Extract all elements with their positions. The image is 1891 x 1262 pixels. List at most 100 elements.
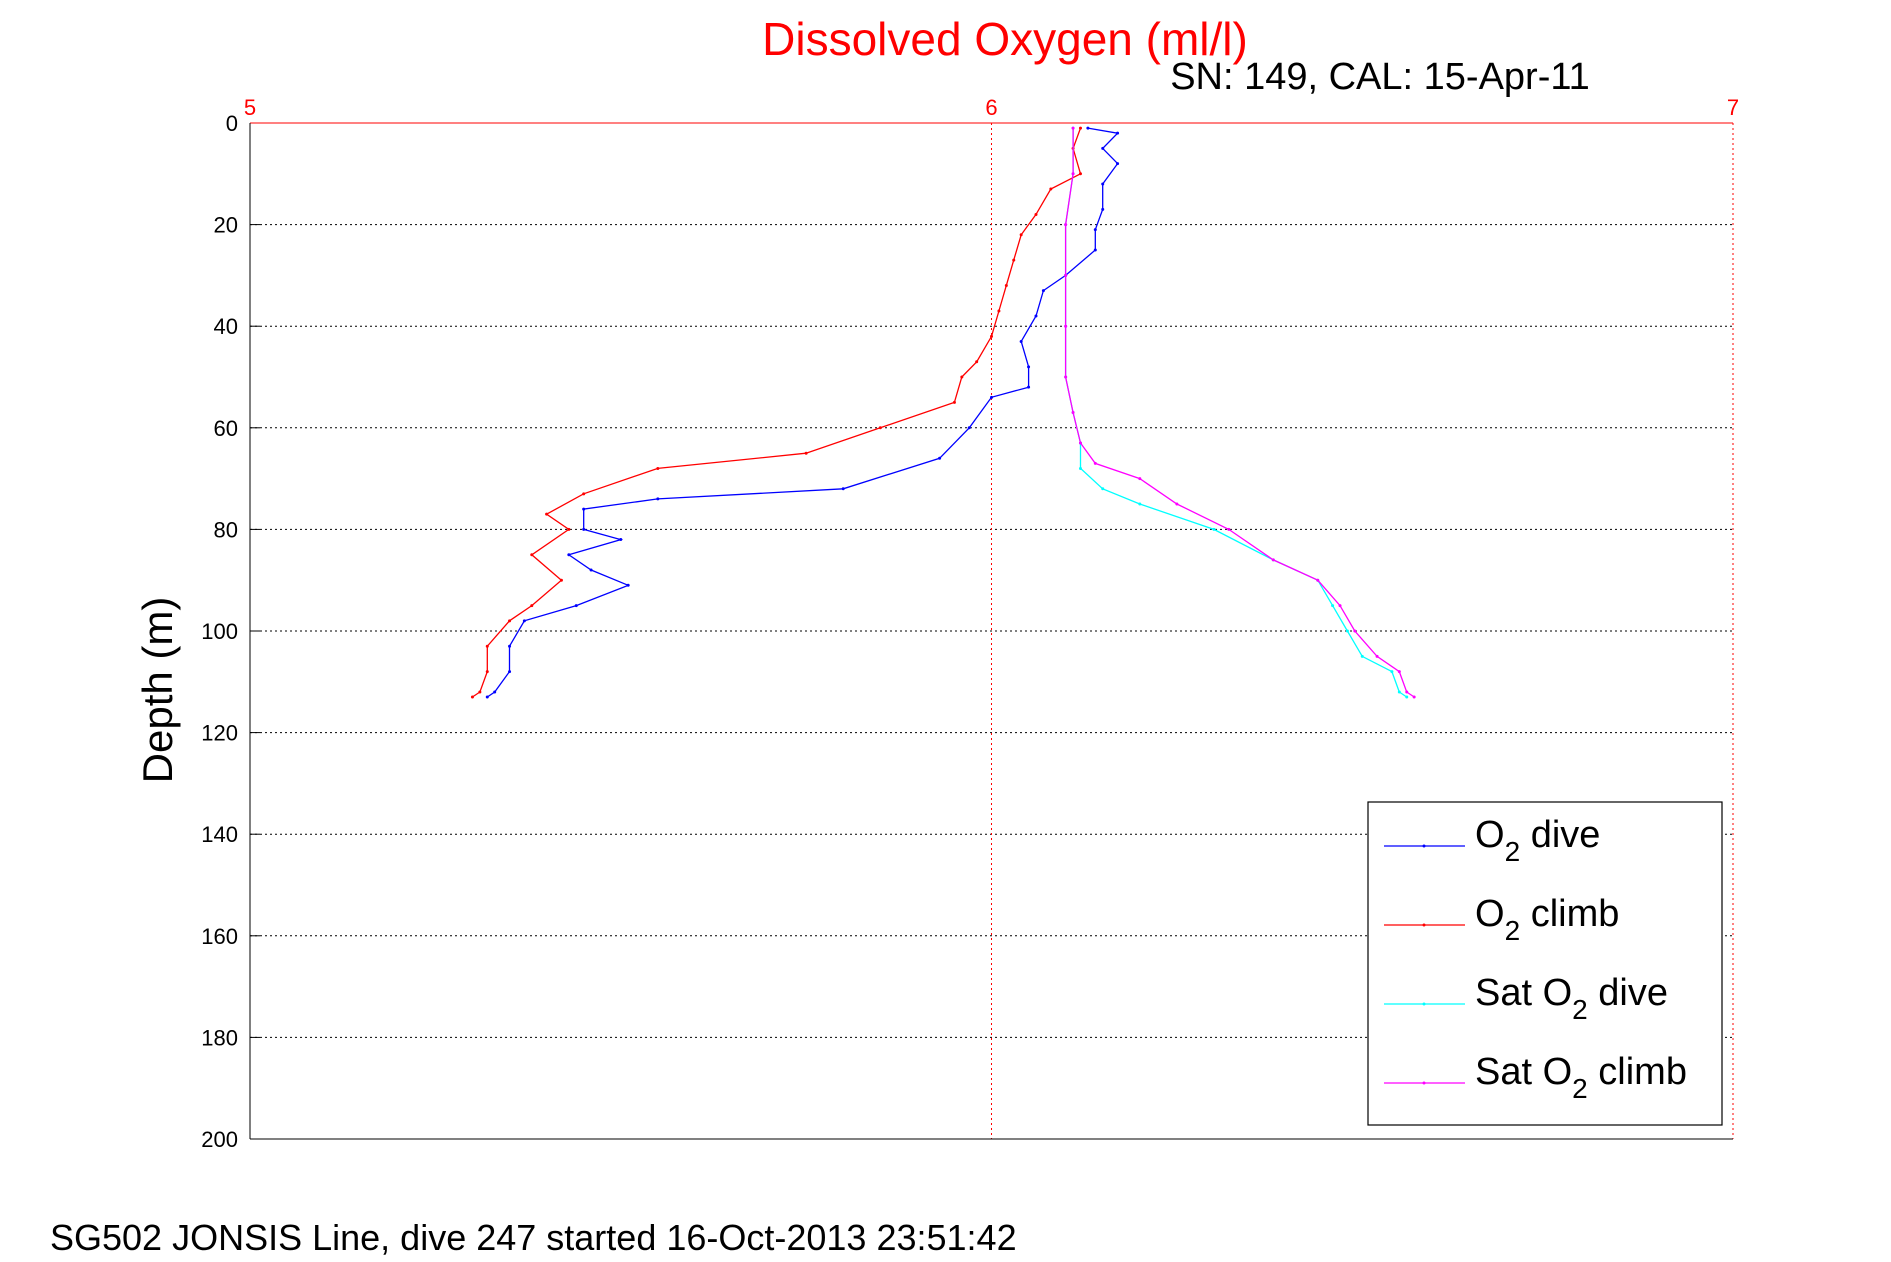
- data-point-3: [1397, 670, 1401, 674]
- data-point-1: [478, 690, 482, 694]
- data-point-0: [619, 538, 623, 542]
- data-point-0: [656, 497, 660, 501]
- y-tick-label: 180: [201, 1025, 238, 1050]
- data-point-0: [574, 604, 578, 608]
- data-point-1: [508, 619, 512, 623]
- data-point-0: [1101, 182, 1105, 186]
- data-point-2: [1405, 695, 1409, 699]
- data-point-1: [656, 466, 660, 470]
- y-axis-label: Depth (m): [134, 597, 181, 784]
- y-tick-label: 20: [214, 213, 238, 238]
- x-tick-label: 5: [244, 95, 256, 120]
- data-point-1: [997, 309, 1001, 313]
- data-point-0: [582, 527, 586, 531]
- data-point-3: [1271, 558, 1275, 562]
- data-point-0: [1093, 248, 1097, 252]
- data-point-0: [1027, 365, 1031, 369]
- data-point-1: [530, 553, 534, 557]
- data-point-1: [952, 400, 956, 404]
- data-point-3: [1064, 273, 1068, 277]
- data-point-0: [589, 568, 593, 572]
- y-tick-label: 120: [201, 721, 238, 746]
- data-point-2: [1212, 527, 1216, 531]
- y-tick-label: 160: [201, 924, 238, 949]
- data-point-0: [938, 456, 942, 460]
- data-point-0: [485, 695, 489, 699]
- legend-label-3: Sat O2 climb: [1475, 1051, 1687, 1104]
- x-tick-label: 7: [1727, 95, 1739, 120]
- data-point-1: [1078, 126, 1082, 130]
- series-line-2: [1064, 128, 1408, 698]
- legend-box: [1367, 801, 1723, 1126]
- data-point-1: [1012, 258, 1016, 262]
- legend-marker-2: [1422, 1002, 1426, 1006]
- data-point-3: [1375, 654, 1379, 658]
- y-tick-labels: 0 20 40 60 80 100 120 140 160 180 200: [201, 111, 238, 1152]
- data-point-3: [1227, 527, 1231, 531]
- data-point-3: [1138, 477, 1142, 481]
- data-point-0: [1019, 339, 1023, 343]
- data-point-1: [804, 451, 808, 455]
- data-point-1: [582, 492, 586, 496]
- data-point-0: [841, 487, 845, 491]
- data-point-2: [1101, 487, 1105, 491]
- data-point-0: [493, 690, 497, 694]
- legend-marker-0: [1422, 844, 1426, 848]
- data-point-1: [990, 334, 993, 338]
- data-point-0: [522, 619, 526, 623]
- data-point-0: [1034, 314, 1038, 318]
- data-point-0: [626, 583, 630, 587]
- data-point-1: [1049, 187, 1053, 191]
- data-point-0: [990, 395, 993, 399]
- data-point-0: [967, 426, 971, 430]
- data-point-3: [1338, 604, 1342, 608]
- data-point-1: [567, 527, 571, 531]
- data-point-0: [1086, 126, 1090, 130]
- x-tick-labels: 5 6 7: [244, 95, 1739, 120]
- data-point-0: [567, 553, 571, 557]
- data-point-2: [1078, 466, 1082, 470]
- data-point-3: [1353, 629, 1357, 633]
- legend: O2 dive O2 climb Sat O2 dive Sat O2 climb: [1367, 801, 1723, 1126]
- legend-label-1: O2 climb: [1475, 893, 1619, 946]
- data-point-3: [1175, 502, 1179, 506]
- y-tick-label: 80: [214, 517, 238, 542]
- legend-marker-3: [1422, 1081, 1426, 1085]
- data-point-3: [1064, 324, 1068, 328]
- data-point-1: [960, 375, 964, 379]
- data-point-3: [1064, 375, 1068, 379]
- data-point-1: [1019, 233, 1023, 237]
- data-point-0: [1093, 228, 1097, 232]
- footer-caption: SG502 JONSIS Line, dive 247 started 16-O…: [50, 1217, 1017, 1258]
- y-tick-label: 60: [214, 416, 238, 441]
- data-point-1: [485, 670, 489, 674]
- data-point-3: [1093, 461, 1097, 465]
- data-point-1: [559, 578, 563, 582]
- data-point-1: [1034, 212, 1038, 216]
- y-tick-label: 0: [226, 111, 238, 136]
- legend-marker-1: [1422, 923, 1426, 927]
- y-tick-label: 200: [201, 1127, 238, 1152]
- data-point-1: [530, 604, 534, 608]
- data-point-2: [1138, 502, 1142, 506]
- data-point-1: [545, 512, 549, 516]
- data-point-3: [1064, 223, 1068, 227]
- data-point-2: [1390, 670, 1394, 674]
- data-point-0: [1116, 131, 1120, 135]
- data-point-3: [1412, 695, 1416, 699]
- data-point-3: [1405, 690, 1409, 694]
- series-line-0: [486, 127, 1119, 698]
- data-point-0: [508, 670, 512, 674]
- data-point-0: [508, 644, 512, 648]
- data-point-1: [878, 426, 882, 430]
- data-point-3: [1071, 126, 1075, 130]
- data-point-1: [470, 695, 474, 699]
- data-point-0: [1101, 146, 1105, 150]
- data-point-0: [1041, 289, 1045, 293]
- data-point-2: [1397, 690, 1401, 694]
- data-point-2: [1345, 629, 1349, 633]
- data-point-0: [1116, 162, 1120, 166]
- legend-label-2: Sat O2 dive: [1475, 972, 1668, 1025]
- series-line-3: [1064, 128, 1415, 698]
- chart-title: Dissolved Oxygen (ml/l): [762, 13, 1248, 65]
